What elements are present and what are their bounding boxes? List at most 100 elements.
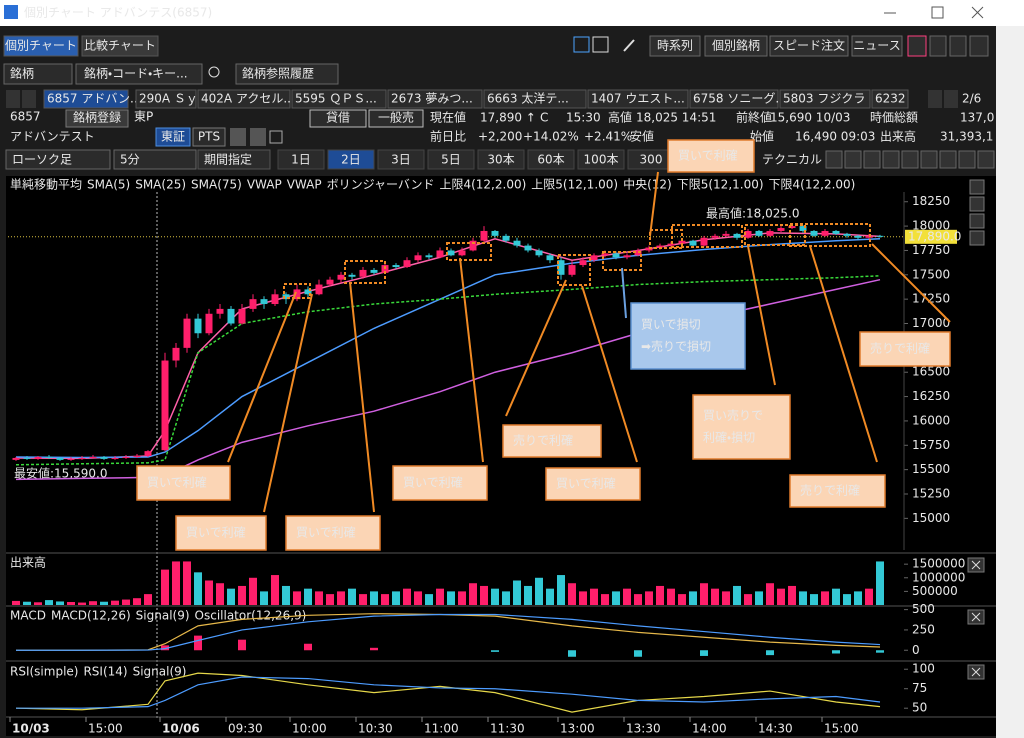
period-label[interactable]: 2日 [341, 153, 361, 167]
period-label[interactable]: 5日 [441, 153, 461, 167]
period-label[interactable]: 30本 [487, 153, 514, 167]
tool-icon [825, 150, 843, 169]
time-label: 11:30 [490, 722, 525, 736]
range[interactable]: 期間指定 [204, 152, 252, 167]
legend-item: 単純移動平均 [10, 178, 82, 192]
nav-button [22, 90, 36, 108]
stock-tab-label[interactable]: 5595 ＱＰＳ... [295, 92, 377, 106]
toolbar-button [851, 35, 903, 57]
chart-tool-icon [969, 213, 985, 229]
stock-tab-label[interactable]: 5803 フジクラ [783, 92, 865, 106]
highlight-region [344, 260, 386, 284]
lending-button[interactable]: 貸借 [326, 110, 350, 125]
toolbar-label[interactable]: ニュース [853, 39, 900, 53]
select-label[interactable]: 銘柄 [10, 66, 34, 81]
candle-body [788, 226, 796, 229]
volume-bar [524, 585, 532, 605]
tab-label[interactable]: 比較チャート [84, 39, 156, 53]
chart-tool-icon [969, 196, 985, 212]
volume-bar [133, 598, 141, 605]
candle-body [238, 308, 246, 324]
period-label[interactable]: 1日 [291, 153, 311, 167]
period-label[interactable]: 300 [640, 153, 663, 167]
candle-body [392, 265, 400, 268]
pts-button[interactable]: PTS [198, 130, 220, 144]
candle-body [568, 265, 576, 275]
stock-tab-label[interactable]: 6232 [875, 92, 906, 106]
y-tick-label: 18250 [912, 194, 950, 208]
volume-bar [67, 602, 75, 605]
technical-button[interactable]: テクニカル [762, 153, 822, 167]
candle-body [678, 240, 686, 244]
volume-bar [821, 591, 829, 605]
low-label: 最安値:15,590.0 [14, 466, 107, 481]
annotation-text: ➡売りで損切 [641, 339, 711, 354]
stock-tab-label[interactable]: 6758 ソニーグ... [693, 92, 787, 106]
candle-body [183, 318, 191, 348]
general-sell-button[interactable]: 一般売 [378, 110, 414, 125]
annotation-box [859, 331, 951, 367]
volume-bar [744, 594, 752, 605]
volume-bar [78, 602, 86, 605]
candle-body [111, 457, 119, 459]
quote-field: 高値 [608, 110, 632, 125]
volume-bar [34, 602, 42, 605]
volume-bar [502, 591, 510, 605]
chart-type[interactable]: ローソク足 [12, 153, 72, 167]
y-tick-label: 15500 [912, 462, 950, 476]
period-label[interactable]: 3日 [391, 153, 411, 167]
toolbar-label[interactable]: スピード注文 [773, 39, 845, 53]
toolbar-label[interactable]: 時系列 [657, 39, 693, 53]
volume-bar [590, 588, 598, 605]
volume-bar [381, 594, 389, 605]
volume-bar [161, 569, 169, 605]
volume-bar [447, 591, 455, 605]
stock-tab-label[interactable]: 1407 ウエスト... [591, 92, 685, 106]
volume-bar [634, 594, 642, 605]
volume-bar [766, 583, 774, 605]
stock-tab [871, 89, 909, 109]
history-label[interactable]: 銘柄参照履歴 [242, 66, 314, 81]
candle-body [755, 230, 763, 236]
candle-body [700, 237, 708, 246]
volume-bar [89, 601, 97, 605]
y-tick-label: 17250 [912, 292, 950, 306]
tool-icon [958, 150, 976, 169]
time-label: 10/03 [12, 722, 50, 736]
maximize-icon [931, 6, 944, 19]
button [368, 109, 424, 128]
period-label[interactable]: 100本 [584, 153, 619, 167]
interval[interactable]: 5分 [120, 153, 140, 167]
volume-bar [843, 594, 851, 605]
period-label[interactable]: 60本 [537, 153, 564, 167]
candle-body [469, 240, 477, 251]
candle-body [799, 226, 807, 231]
candle-body [144, 451, 152, 456]
stock-tab-label[interactable]: 6663 太洋テ... [487, 91, 569, 106]
candle-body [34, 456, 42, 459]
y-tick-label: 18000 [912, 219, 950, 233]
stock-tab-label[interactable]: 402A アクセル... [201, 92, 295, 106]
candle-body [854, 235, 862, 238]
stock-tab-label[interactable]: 2673 夢みつ... [391, 92, 473, 106]
toolbar-label[interactable]: 個別銘柄 [712, 38, 760, 53]
candle-body [100, 456, 108, 459]
exchange-button[interactable]: 東証 [161, 130, 185, 144]
quote-field: 現在値 [430, 110, 466, 125]
annotation-box [502, 424, 602, 458]
volume-bar [56, 601, 64, 605]
volume-bar [832, 588, 840, 605]
annotation-text: 売りで利確 [513, 433, 573, 448]
legend-item: VWAP [247, 178, 282, 192]
stock-tab-label[interactable]: 6857 アドバン... [47, 92, 141, 106]
panel-legend: Signal(9) [136, 609, 190, 623]
toolbar-button [704, 35, 768, 57]
oscillator-bar [832, 650, 840, 654]
candle-body [623, 255, 631, 258]
annotation-text: 買いで利確 [403, 475, 463, 490]
register-button[interactable]: 銘柄登録 [73, 110, 121, 125]
volume-bar [100, 601, 108, 605]
oscillator-bar [876, 650, 884, 653]
search-placeholder[interactable]: 銘柄・コード・キー... [84, 66, 188, 81]
tab-label[interactable]: 個別チャート [5, 39, 77, 53]
